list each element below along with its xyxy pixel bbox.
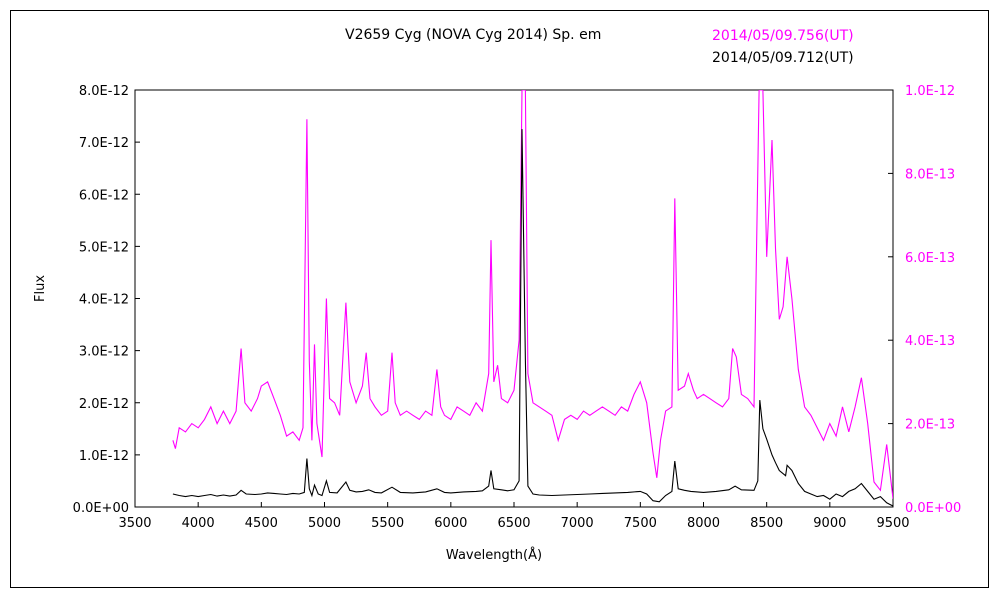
x-tick-label: 7000 xyxy=(561,516,594,531)
x-tick-label: 8000 xyxy=(687,516,720,531)
y-right-tick-label: 0.0E+00 xyxy=(905,501,961,516)
y-right-tick-label: 1.0E-12 xyxy=(905,84,955,99)
y-right-tick-label: 6.0E-13 xyxy=(905,251,955,266)
x-axis-label: Wavelength(Å) xyxy=(446,547,542,563)
chart-title: V2659 Cyg (NOVA Cyg 2014) Sp. em xyxy=(345,27,602,43)
y-left-tick-label: 3.0E-12 xyxy=(79,345,129,360)
y-right-tick-label: 4.0E-13 xyxy=(905,334,955,349)
y-left-tick-label: 5.0E-12 xyxy=(79,240,129,255)
chart-frame xyxy=(10,10,989,588)
x-tick-label: 6000 xyxy=(434,516,467,531)
y-left-tick-label: 4.0E-12 xyxy=(79,293,129,308)
x-tick-label: 4500 xyxy=(245,516,278,531)
legend-entry-black: 2014/05/09.712(UT) xyxy=(712,50,854,66)
y-left-tick-label: 0.0E+00 xyxy=(73,501,129,516)
y-left-tick-label: 1.0E-12 xyxy=(79,449,129,464)
y-right-tick-label: 8.0E-13 xyxy=(905,167,955,182)
x-tick-label: 8500 xyxy=(750,516,783,531)
series-line-magenta xyxy=(172,90,893,499)
x-tick-label: 7500 xyxy=(624,516,657,531)
x-tick-label: 9000 xyxy=(813,516,846,531)
x-tick-label: 9500 xyxy=(876,516,909,531)
series-line-black xyxy=(172,129,893,507)
x-tick-label: 6500 xyxy=(497,516,530,531)
x-tick-label: 5500 xyxy=(371,516,404,531)
legend-entry-magenta: 2014/05/09.756(UT) xyxy=(712,28,854,44)
y-left-tick-label: 8.0E-12 xyxy=(79,84,129,99)
x-tick-label: 5000 xyxy=(308,516,341,531)
x-tick-label: 4000 xyxy=(182,516,215,531)
y-right-tick-label: 2.0E-13 xyxy=(905,418,955,433)
plot-area xyxy=(134,89,894,508)
y-axis-label: Flux xyxy=(33,275,48,302)
y-left-tick-label: 6.0E-12 xyxy=(79,188,129,203)
y-left-tick-label: 7.0E-12 xyxy=(79,136,129,151)
x-tick-label: 3500 xyxy=(118,516,151,531)
y-left-tick-label: 2.0E-12 xyxy=(79,397,129,412)
